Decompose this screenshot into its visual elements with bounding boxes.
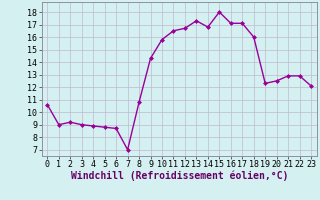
- X-axis label: Windchill (Refroidissement éolien,°C): Windchill (Refroidissement éolien,°C): [70, 171, 288, 181]
